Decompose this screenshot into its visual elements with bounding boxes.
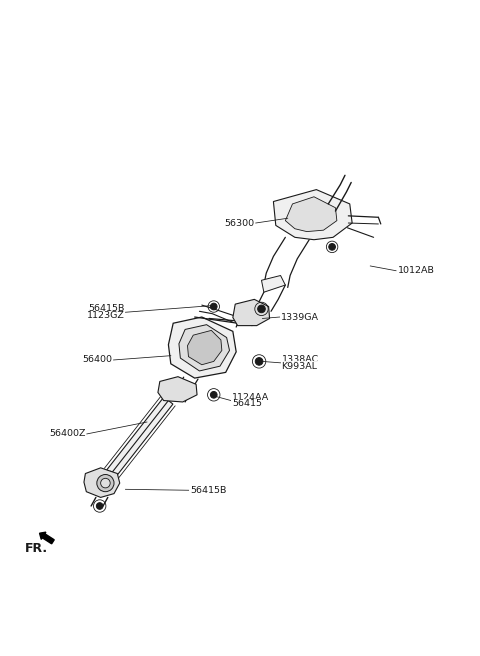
Circle shape (329, 243, 336, 250)
Polygon shape (233, 299, 270, 325)
Text: 1339GA: 1339GA (281, 312, 319, 321)
Text: 56400Z: 56400Z (49, 430, 86, 438)
Circle shape (210, 303, 217, 310)
Text: 1012AB: 1012AB (397, 266, 434, 276)
Polygon shape (285, 197, 337, 232)
Text: K993AL: K993AL (281, 361, 317, 371)
Circle shape (101, 478, 110, 488)
Polygon shape (84, 468, 120, 497)
Text: 56300: 56300 (224, 218, 254, 228)
Polygon shape (262, 276, 285, 292)
Polygon shape (168, 317, 236, 378)
Polygon shape (107, 397, 173, 477)
FancyArrow shape (39, 532, 54, 544)
Polygon shape (274, 190, 352, 239)
Circle shape (255, 358, 263, 365)
Text: 1338AC: 1338AC (281, 355, 319, 364)
Text: 1123GZ: 1123GZ (86, 311, 124, 320)
Text: 56415B: 56415B (190, 485, 226, 495)
Circle shape (96, 502, 103, 509)
Circle shape (97, 474, 114, 492)
Polygon shape (158, 377, 197, 402)
Text: FR.: FR. (25, 542, 48, 555)
Text: 56415B: 56415B (88, 304, 124, 314)
Circle shape (258, 305, 265, 313)
Text: 1124AA: 1124AA (232, 393, 269, 401)
Polygon shape (179, 325, 229, 371)
Circle shape (210, 392, 217, 398)
Text: 56400: 56400 (83, 356, 113, 365)
Polygon shape (188, 331, 222, 365)
Text: 56415: 56415 (232, 400, 262, 409)
